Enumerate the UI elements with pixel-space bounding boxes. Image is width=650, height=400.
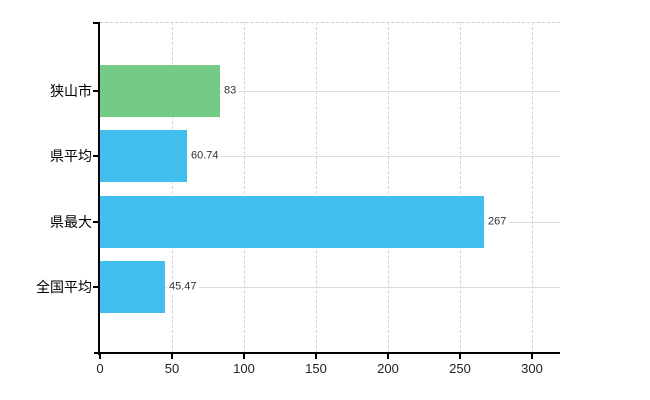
value-label: 83 xyxy=(222,84,239,98)
category-label: 全国平均 xyxy=(36,279,92,295)
horizontal-gridline xyxy=(100,287,560,288)
x-axis-line xyxy=(94,352,560,354)
plot-top-border xyxy=(100,22,560,23)
category-tick xyxy=(93,221,100,223)
vertical-gridline xyxy=(244,22,245,353)
x-tick-label: 250 xyxy=(449,361,471,376)
category-label: 県平均 xyxy=(50,148,92,164)
vertical-gridline xyxy=(460,22,461,353)
value-label: 45.47 xyxy=(167,280,199,294)
category-tick xyxy=(93,286,100,288)
x-axis-tick xyxy=(99,354,101,359)
bar-3 xyxy=(100,196,484,248)
vertical-gridline xyxy=(316,22,317,353)
bar-1 xyxy=(100,65,220,117)
x-tick-label: 100 xyxy=(233,361,255,376)
vertical-gridline xyxy=(172,22,173,353)
x-axis-tick xyxy=(171,354,173,359)
x-axis-tick xyxy=(315,354,317,359)
x-axis-tick xyxy=(459,354,461,359)
x-tick-label: 200 xyxy=(377,361,399,376)
category-label: 狭山市 xyxy=(50,83,92,99)
category-tick xyxy=(93,90,100,92)
y-axis-top-cap xyxy=(93,22,100,24)
category-tick xyxy=(93,155,100,157)
x-tick-label: 0 xyxy=(96,361,104,376)
category-label: 県最大 xyxy=(50,214,92,230)
horizontal-gridline xyxy=(100,156,560,157)
bar-2 xyxy=(100,130,187,182)
x-tick-label: 150 xyxy=(305,361,327,376)
value-label: 267 xyxy=(486,215,509,229)
value-label: 60.74 xyxy=(189,149,221,163)
horizontal-gridline xyxy=(100,91,560,92)
vertical-gridline xyxy=(532,22,533,353)
x-axis-tick xyxy=(531,354,533,359)
x-tick-label: 300 xyxy=(521,361,543,376)
x-axis-tick xyxy=(243,354,245,359)
bar-4 xyxy=(100,261,165,313)
x-tick-label: 50 xyxy=(164,361,180,376)
vertical-gridline xyxy=(388,22,389,353)
x-axis-tick xyxy=(387,354,389,359)
y-axis-line xyxy=(98,22,100,355)
